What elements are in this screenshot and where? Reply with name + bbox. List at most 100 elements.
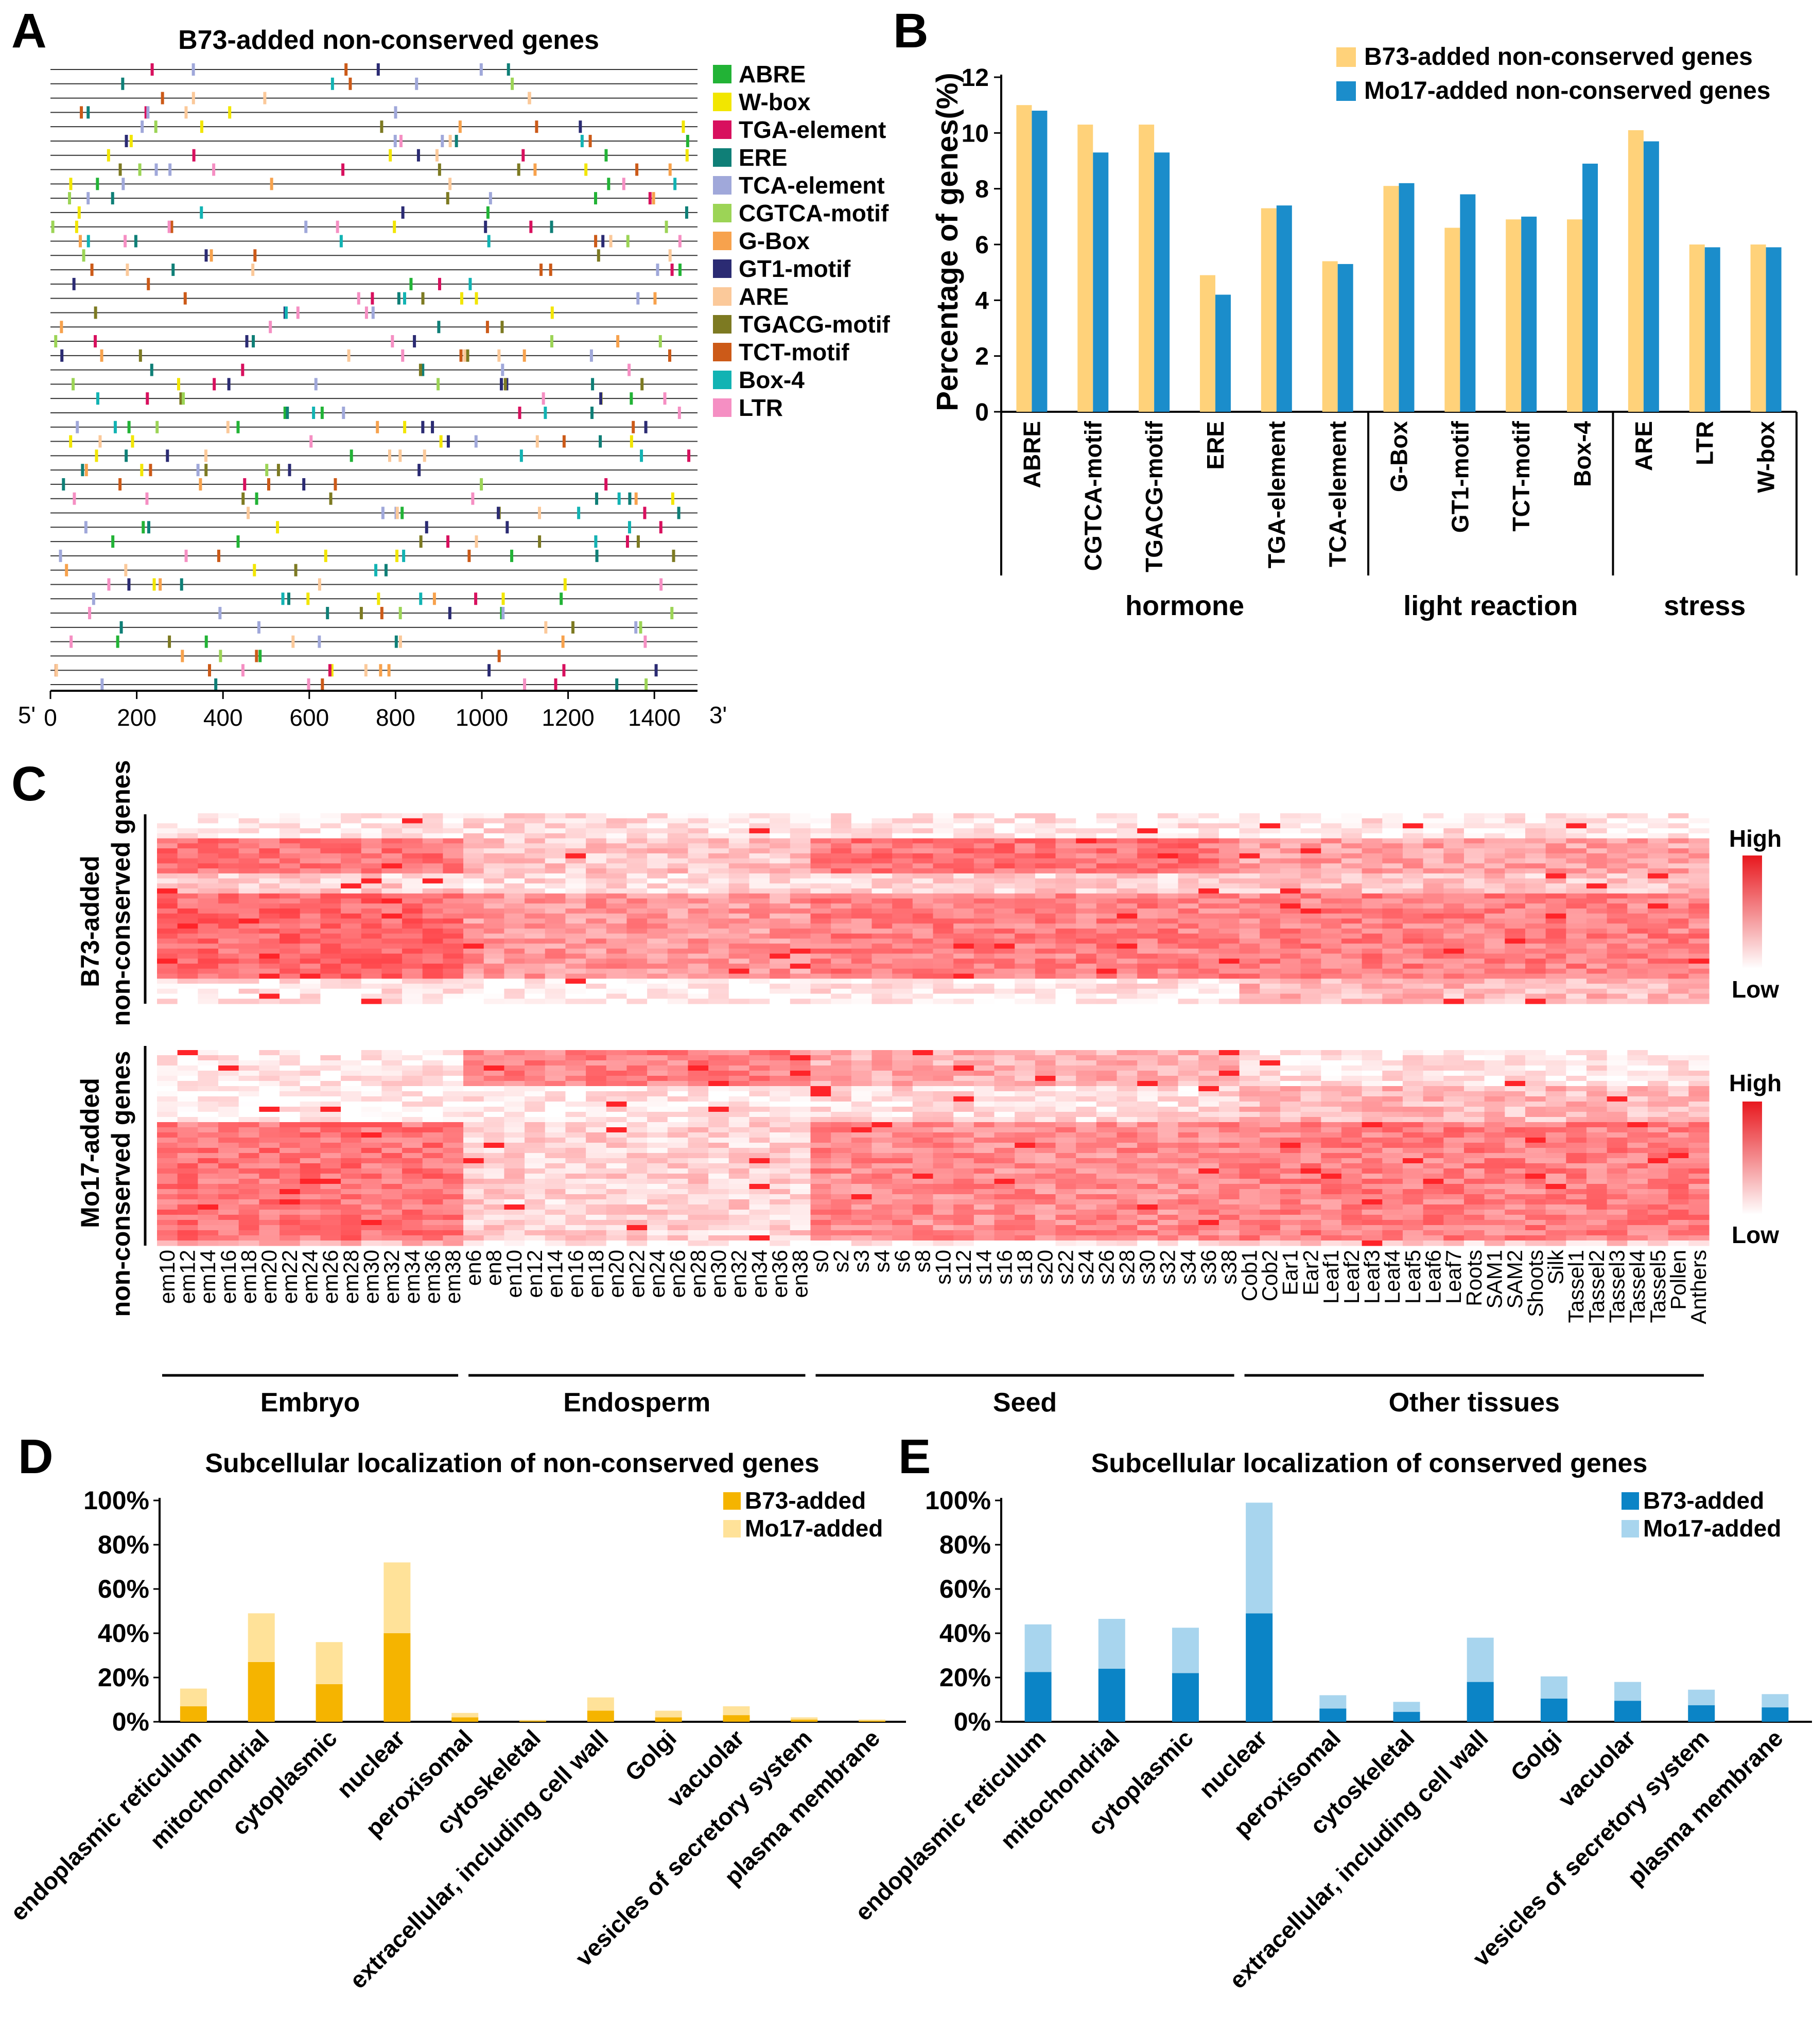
heat-cell (238, 813, 259, 819)
heat-cell (422, 999, 443, 1004)
heat-cell (361, 928, 382, 934)
heat-cell (504, 944, 525, 949)
heat-cell (728, 833, 750, 839)
heat-cell (831, 893, 852, 899)
heat-cell (851, 964, 873, 969)
heat-cell (1463, 843, 1485, 849)
heat-cell (1280, 1060, 1301, 1066)
heat-cell (667, 958, 689, 964)
heat-cell (1443, 873, 1465, 879)
heat-cell (647, 878, 668, 884)
heat-cell (586, 873, 607, 879)
heat-cell (381, 1117, 403, 1123)
heat-cell (871, 973, 893, 979)
heat-cell (1545, 999, 1566, 1004)
heat-cell (1076, 948, 1097, 954)
heat-cell (1545, 818, 1566, 824)
heat-cell (973, 933, 995, 939)
heat-cell (1688, 853, 1710, 859)
heat-cell (1443, 993, 1465, 999)
heat-cell (1157, 1071, 1179, 1076)
heat-cell (749, 938, 770, 944)
heat-cell (790, 938, 811, 944)
heat-cell (422, 1127, 443, 1133)
heat-cell (606, 988, 627, 994)
heat-cell (1178, 988, 1199, 994)
heat-cell (1076, 909, 1097, 914)
heat-cell (831, 838, 852, 844)
heat-cell (1117, 988, 1138, 994)
heat-cell (545, 878, 566, 884)
heat-cell (1607, 1143, 1628, 1148)
heat-cell (525, 973, 546, 979)
motif-mark (381, 506, 385, 519)
heat-cell (1668, 953, 1689, 959)
heat-cell (626, 853, 648, 859)
heat-cell (688, 823, 709, 829)
heat-cell (545, 828, 566, 834)
heat-cell (1076, 918, 1097, 924)
heat-cell (1484, 863, 1505, 869)
heat-cell (1525, 868, 1546, 874)
heat-cell (1668, 883, 1689, 889)
heat-cell (545, 848, 566, 854)
panel-label-c: C (11, 757, 47, 811)
heat-cell (198, 838, 219, 844)
heat-cell (1117, 1122, 1138, 1128)
heat-cell (504, 1112, 525, 1117)
heat-cell (1423, 913, 1444, 919)
heat-cell (994, 898, 1015, 904)
heat-cell (871, 1102, 893, 1107)
heat-cell (381, 923, 403, 929)
heat-cell (708, 1132, 729, 1138)
heat-cell (728, 944, 750, 949)
heat-cell (1157, 1076, 1179, 1081)
heat-cell (422, 923, 443, 929)
motif-mark (380, 120, 383, 133)
heat-cell (1218, 928, 1240, 934)
heat-cell (586, 958, 607, 964)
heat-cell (341, 863, 362, 869)
heat-cell (871, 1081, 893, 1087)
heat-cell (606, 999, 627, 1004)
heat-cell (1055, 913, 1076, 919)
heat-cell (1463, 968, 1485, 974)
heat-cell (177, 878, 198, 884)
heat-cell (1198, 843, 1219, 849)
heat-cell (953, 1076, 974, 1081)
heat-cell (1035, 1091, 1056, 1097)
heat-cell (892, 1055, 913, 1061)
heat-cell (1566, 1096, 1587, 1102)
heat-cell (1627, 898, 1648, 904)
heat-cell (300, 953, 321, 959)
heat-cell (586, 988, 607, 994)
heat-cell (320, 964, 341, 969)
heat-cell (994, 848, 1015, 854)
heat-cell (1362, 878, 1383, 884)
heat-cell (1218, 853, 1240, 859)
motif-mark (257, 621, 260, 634)
heat-cell (770, 923, 791, 929)
heat-cell (647, 893, 668, 899)
heat-cell (1321, 993, 1342, 999)
heat-cell (667, 1050, 689, 1056)
heat-cell (1402, 823, 1424, 829)
heat-cell (565, 948, 586, 954)
heat-cell (238, 953, 259, 959)
heat-cell (1688, 1132, 1710, 1138)
heat-cell (1117, 909, 1138, 914)
heat-cell (280, 833, 301, 839)
heat-cell (1647, 1076, 1669, 1081)
heat-cell (1260, 848, 1281, 854)
heat-cell (728, 828, 750, 834)
heat-cell (851, 1127, 873, 1133)
heat-cell (708, 858, 729, 864)
heat-cell (973, 1081, 995, 1087)
heat-cell (647, 948, 668, 954)
heat-cell (504, 878, 525, 884)
heat-cell (1566, 883, 1587, 889)
heat-cell (361, 979, 382, 984)
motif-mark (640, 449, 643, 462)
heat-cell (933, 848, 954, 854)
heat-cell (1647, 843, 1669, 849)
